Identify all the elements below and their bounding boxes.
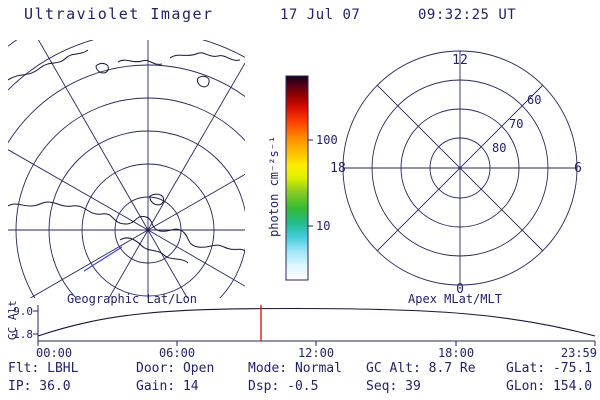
- mlt-label-12: 12: [452, 53, 468, 68]
- xtick-label-1200: 12:00: [298, 346, 334, 360]
- status-flt: Flt: LBHL: [8, 361, 79, 376]
- mlat-label-60: 60: [527, 93, 541, 107]
- status-ip: IP: 36.0: [8, 379, 71, 394]
- mlt-label-18: 18: [330, 161, 346, 176]
- status-gc-alt: GC Alt: 8.7 Re: [366, 361, 476, 376]
- mlt-spokes: [343, 51, 577, 285]
- colorbar: 100 10 photon cm⁻²s⁻¹: [267, 75, 338, 281]
- status-mode: Mode: Normal: [248, 361, 342, 376]
- status-dsp: Dsp: -0.5: [248, 379, 318, 394]
- xtick-label-0000: 00:00: [36, 346, 72, 360]
- xtick-label-0600: 06:00: [159, 346, 195, 360]
- header: Ultraviolet Imager 17 Jul 07 09:32:25 UT: [24, 5, 516, 23]
- altitude-strip-chart: GC Alt 9.0 1.8 00:00 06:00 12:00 18:00 2…: [6, 300, 597, 360]
- orbit-track-segment: [83, 246, 123, 272]
- xtick-label-2359: 23:59: [561, 346, 597, 360]
- date-readout: 17 Jul 07: [280, 7, 360, 23]
- mlat-label-70: 70: [509, 117, 523, 131]
- strip-y-axis-label: GC Alt: [6, 300, 19, 340]
- altitude-curve: [37, 307, 596, 337]
- apex-plot-caption: Apex MLat/MLT: [408, 292, 502, 306]
- colorbar-units-label: photon cm⁻²s⁻¹: [267, 136, 281, 237]
- colorbar-gradient: [285, 75, 309, 281]
- coastlines: [8, 49, 245, 264]
- colorbar-tick-label-10: 10: [316, 219, 330, 233]
- meridian-lines: [8, 40, 245, 298]
- status-readouts: Flt: LBHL Door: Open Mode: Normal GC Alt…: [8, 361, 592, 394]
- geo-plot-caption: Geographic Lat/Lon: [67, 292, 197, 306]
- geographic-polar-plot: [8, 40, 245, 298]
- status-glon: GLon: 154.0: [506, 379, 592, 394]
- mlt-label-0: 0: [456, 282, 464, 297]
- colorbar-tick-label-100: 100: [316, 133, 338, 147]
- mlat-label-80: 80: [492, 141, 506, 155]
- x-ticks: [37, 341, 596, 346]
- time-readout: 09:32:25 UT: [418, 7, 516, 23]
- xtick-label-1800: 18:00: [438, 346, 474, 360]
- mlt-label-6: 6: [574, 161, 582, 176]
- status-gain: Gain: 14: [136, 379, 199, 394]
- status-door: Door: Open: [136, 361, 214, 376]
- status-glat: GLat: -75.1: [506, 361, 592, 376]
- status-seq: Seq: 39: [366, 379, 421, 394]
- apex-polar-plot: 12 18 6 0 60 70 80: [330, 50, 582, 297]
- app-title: Ultraviolet Imager: [24, 5, 214, 23]
- ytick-label-9: 9.0: [13, 305, 33, 318]
- ytick-label-1_8: 1.8: [13, 328, 33, 341]
